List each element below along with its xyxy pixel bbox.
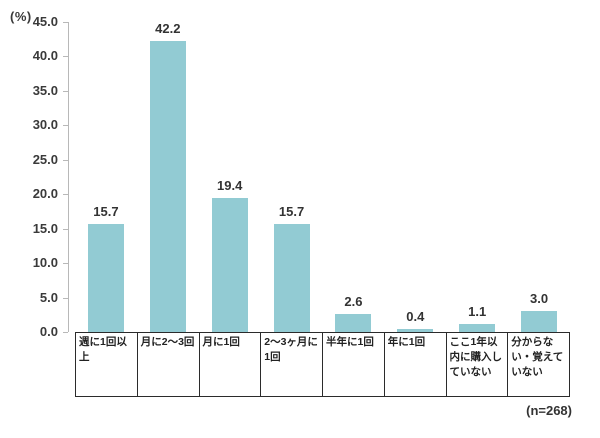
y-tick-mark — [63, 90, 68, 92]
y-tick-label: 40.0 — [32, 48, 58, 64]
bar-value-label: 0.4 — [406, 309, 425, 325]
bar — [211, 198, 248, 332]
bar-value-label: 2.6 — [344, 294, 363, 310]
bar-column: 15.7 — [261, 22, 323, 332]
x-category-cell: ここ1年以内に購入していない — [447, 333, 509, 396]
y-tick-label: 45.0 — [32, 14, 58, 29]
bar-column: 19.4 — [199, 22, 261, 332]
y-tick-label: 35.0 — [32, 82, 58, 98]
y-tick-label: 30.0 — [32, 117, 58, 133]
bar-column: 3.0 — [508, 22, 570, 332]
bar — [397, 329, 434, 332]
bar-value-label: 19.4 — [217, 178, 243, 194]
x-category-cell: 2〜3ヶ月に1回 — [261, 333, 323, 396]
y-tick-mark — [63, 332, 68, 333]
y-tick-mark — [63, 125, 68, 127]
bar-value-label: 3.0 — [530, 291, 549, 307]
y-tick-mark — [63, 159, 68, 161]
y-tick-label: 5.0 — [39, 289, 58, 305]
y-tick-label: 15.0 — [32, 220, 58, 236]
x-category-cell: 半年に1回 — [323, 333, 385, 396]
x-category-cell: 分からない・覚えていない — [511, 336, 564, 379]
y-axis: 0.0 5.0 10.0 15.0 20.0 25.0 30.0 35.0 40.0 45.0 — [0, 0, 68, 438]
y-tick-mark — [63, 22, 68, 23]
y-tick-label: 0.0 — [39, 324, 58, 339]
y-tick-label: 25.0 — [32, 151, 58, 167]
bar — [87, 223, 124, 332]
bars-container: 15.7 42.2 19.4 15.7 2.6 0.4 1.1 3.0 — [75, 21, 570, 332]
y-tick-label: 10.0 — [32, 255, 58, 271]
x-category-cell: 週に1回以上 — [76, 333, 138, 396]
y-tick-mark — [63, 194, 68, 196]
bar — [459, 324, 496, 332]
y-axis-unit-label: (%) — [10, 9, 32, 24]
bar-column: 15.7 — [75, 22, 137, 332]
y-tick-mark — [63, 263, 68, 265]
bar-value-label: 15.7 — [278, 203, 305, 219]
bar-value-label: 15.7 — [93, 203, 119, 219]
y-tick-mark — [63, 297, 68, 299]
bar — [521, 311, 558, 332]
x-axis-label-table: 週に1回以上 月に2〜3回 月に1回 2〜3ヶ月に1回 半年に1回 年に1回 ここ1年以内に… — [75, 332, 570, 397]
bar — [335, 314, 372, 332]
bar-column: 0.4 — [384, 22, 446, 332]
y-axis-line — [68, 22, 69, 332]
bar-column: 42.2 — [137, 21, 199, 332]
bar-column: 1.1 — [446, 22, 508, 332]
bar — [273, 223, 310, 332]
y-tick-mark — [63, 56, 68, 58]
bar-value-label: 1.1 — [468, 304, 487, 320]
sample-size-note: (n=268) — [526, 403, 572, 418]
x-category-cell: 月に2〜3回 — [138, 333, 200, 396]
y-tick-label: 20.0 — [32, 186, 58, 202]
bar-column: 2.6 — [323, 22, 385, 332]
y-tick-mark — [63, 228, 68, 230]
bar — [149, 41, 186, 332]
x-category-cell: 月に1回 — [200, 333, 262, 396]
bar-value-label: 42.2 — [155, 21, 181, 37]
x-category-cell: 年に1回 — [385, 333, 447, 396]
